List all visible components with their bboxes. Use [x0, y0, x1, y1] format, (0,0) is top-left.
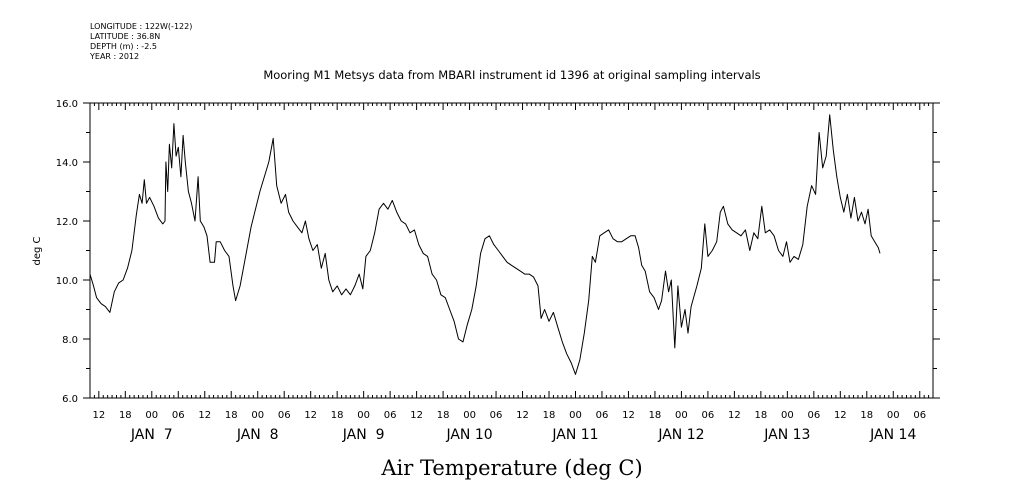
header-latitude: LATITUDE : 36.8N	[90, 32, 160, 41]
x-hour-label: 06	[913, 410, 926, 421]
x-hour-label: 18	[225, 410, 238, 421]
x-hour-label: 00	[357, 410, 370, 421]
x-hour-label: 00	[887, 410, 900, 421]
x-day-label: JAN 10	[445, 427, 492, 443]
x-hour-label: 06	[596, 410, 609, 421]
x-hour-label: 18	[755, 410, 768, 421]
plot-frame	[89, 102, 934, 399]
x-hour-label: 12	[198, 410, 211, 421]
header-longitude: LONGITUDE : 122W(-122)	[90, 22, 192, 31]
x-day-label: JAN 8	[236, 427, 279, 443]
x-day-label: JAN 14	[869, 427, 916, 443]
y-tick-label: 10.0	[56, 276, 78, 287]
x-hour-label: 12	[516, 410, 529, 421]
x-hour-label: 18	[119, 410, 132, 421]
x-hour-label: 06	[384, 410, 397, 421]
y-axis-label: deg C	[32, 236, 43, 265]
x-hour-label: 18	[649, 410, 662, 421]
x-hour-label: 12	[92, 410, 105, 421]
x-hour-label: 06	[807, 410, 820, 421]
x-axis-label: Air Temperature (deg C)	[380, 456, 642, 480]
y-tick-label: 16.0	[56, 99, 78, 110]
x-hour-label: 06	[172, 410, 185, 421]
y-tick-labels: 6.0 8.0 10.0 12.0 14.0 16.0	[56, 99, 78, 405]
x-day-label: JAN 11	[551, 427, 598, 443]
y-tick-label: 8.0	[62, 335, 78, 346]
x-hour-label: 12	[834, 410, 847, 421]
header-depth: DEPTH (m) : -2.5	[90, 42, 157, 51]
x-day-label: JAN 9	[342, 427, 385, 443]
x-hour-label: 18	[543, 410, 556, 421]
y-tick-label: 14.0	[56, 158, 78, 169]
y-tick-label: 6.0	[62, 394, 78, 405]
x-hour-label: 18	[331, 410, 344, 421]
header-year: YEAR : 2012	[89, 52, 139, 61]
axis-ticks	[83, 102, 940, 399]
x-hour-label: 00	[145, 410, 158, 421]
x-hour-label: 06	[702, 410, 715, 421]
x-day-label: JAN 12	[657, 427, 704, 443]
x-hour-label: 06	[278, 410, 291, 421]
x-day-label: JAN 13	[763, 427, 810, 443]
x-hour-label: 12	[728, 410, 741, 421]
x-hour-label: 12	[304, 410, 317, 421]
x-hour-label: 12	[622, 410, 635, 421]
chart-title: Mooring M1 Metsys data from MBARI instru…	[263, 68, 760, 82]
x-tick-labels: 12 18 00 06 12 18 00 06 12 18 00 06 12 18 00 06 12 18 00 06…	[92, 410, 926, 443]
x-hour-label: 00	[569, 410, 582, 421]
x-hour-label: 00	[251, 410, 264, 421]
x-hour-label: 00	[463, 410, 476, 421]
header-info: LONGITUDE : 122W(-122) LATITUDE : 36.8N …	[89, 22, 192, 61]
temperature-series-line	[89, 114, 881, 375]
x-hour-label: 00	[675, 410, 688, 421]
x-hour-label: 12	[410, 410, 423, 421]
x-hour-label: 06	[490, 410, 503, 421]
y-tick-label: 12.0	[56, 217, 78, 228]
x-hour-label: 18	[437, 410, 450, 421]
x-hour-label: 00	[781, 410, 794, 421]
x-day-label: JAN 7	[130, 427, 173, 443]
x-hour-label: 18	[860, 410, 873, 421]
